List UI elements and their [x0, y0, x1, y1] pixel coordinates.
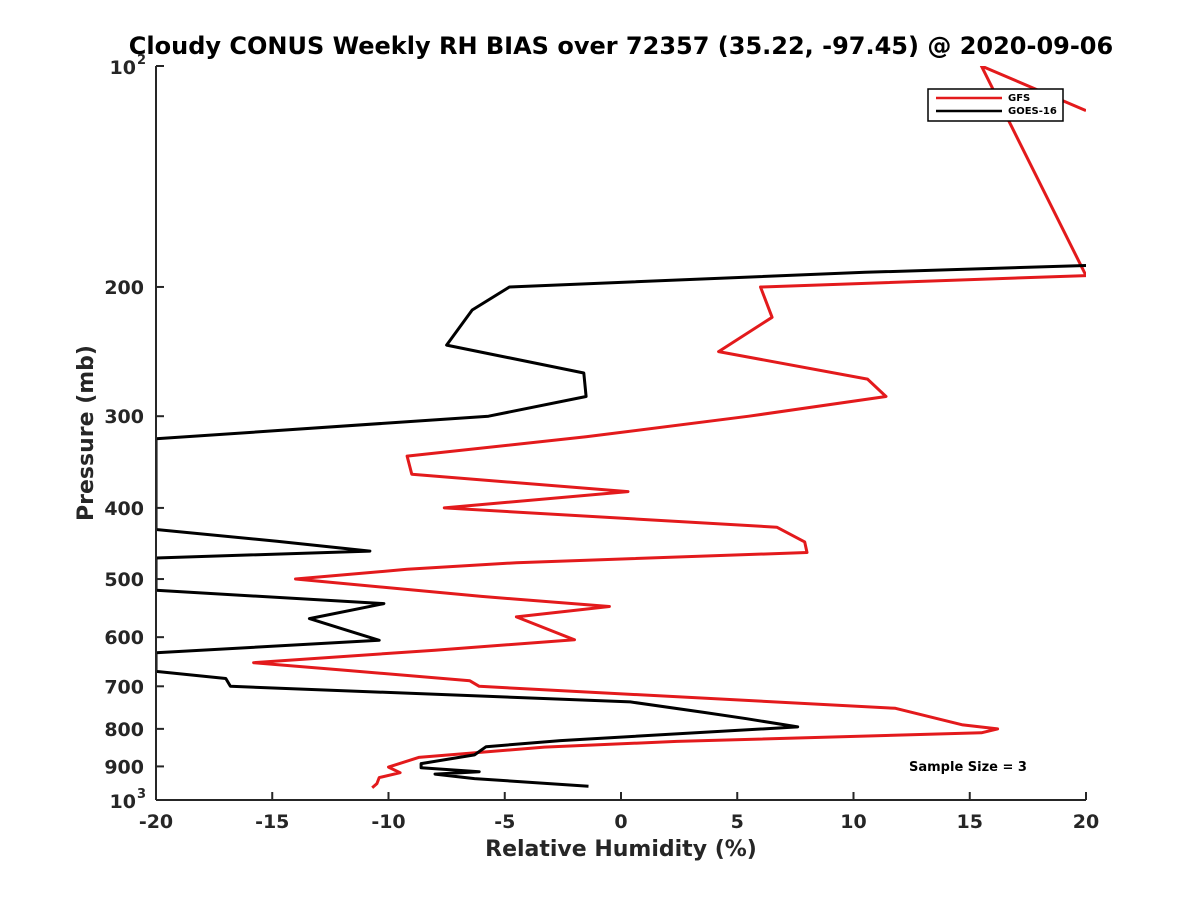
- x-tick-label: -5: [494, 811, 515, 833]
- x-tick-label: -15: [255, 811, 289, 833]
- legend-box: [927, 88, 1064, 122]
- x-tick-label: 20: [1073, 811, 1099, 833]
- x-tick-label: 0: [614, 811, 627, 833]
- x-tick-label: -20: [139, 811, 173, 833]
- x-tick-label: 5: [731, 811, 744, 833]
- legend-label-goes16: GOES-16: [1008, 106, 1057, 117]
- series-group: [156, 66, 1086, 789]
- y-tick-label: 10: [110, 791, 136, 813]
- y-tick-label: 500: [104, 569, 144, 591]
- x-tick-label: 10: [840, 811, 866, 833]
- y-tick-label: 400: [104, 498, 144, 520]
- y-tick-label: 200: [104, 277, 144, 299]
- y-tick-label: 800: [104, 719, 144, 741]
- series-line-goes16: [156, 264, 1086, 788]
- y-tick-label: 900: [104, 756, 144, 778]
- chart-title: Cloudy CONUS Weekly RH BIAS over 72357 (…: [129, 32, 1113, 60]
- x-tick-label: -10: [371, 811, 405, 833]
- y-tick-label: 600: [104, 627, 144, 649]
- y-tick-exponent: 2: [137, 53, 146, 68]
- series-line-gfs: [252, 66, 1086, 789]
- legend-label-gfs: GFS: [1008, 93, 1030, 104]
- x-axis-label: Relative Humidity (%): [485, 837, 757, 862]
- y-tick-label: 10: [110, 57, 136, 79]
- y-axis-label: Pressure (mb): [74, 345, 99, 521]
- sample-size-annotation: Sample Size = 3: [909, 760, 1027, 775]
- plot-area: [155, 66, 1086, 801]
- y-tick-label: 700: [104, 676, 144, 698]
- x-tick-label: 15: [957, 811, 983, 833]
- y-tick-label: 300: [104, 406, 144, 428]
- y-tick-exponent: 3: [137, 787, 146, 802]
- legend[interactable]: GFS GOES-16: [927, 88, 1064, 122]
